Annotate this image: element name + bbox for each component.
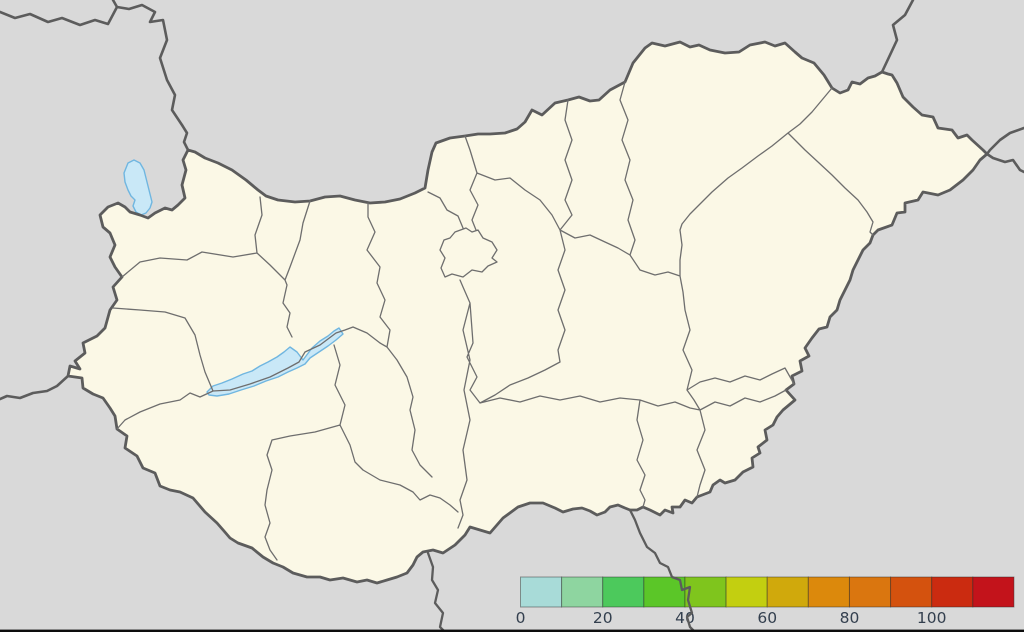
- legend-cell: [684, 576, 727, 608]
- legend-tick-label: 20: [593, 609, 613, 627]
- austria-slovakia-border: [111, 0, 190, 152]
- legend-tick-label: 80: [840, 609, 860, 627]
- county-borders: [112, 81, 874, 561]
- map-bottom-frame: [0, 629, 1024, 632]
- legend-cell: [643, 576, 686, 608]
- legend-cell: [972, 576, 1015, 608]
- legend-colorbar: [520, 576, 1015, 608]
- legend-tick-label: 0: [516, 609, 526, 627]
- legend-tick-label: 100: [917, 609, 947, 627]
- legend-cell: [602, 576, 645, 608]
- legend-cell: [561, 576, 604, 608]
- legend-cell: [848, 576, 892, 608]
- slovenia-croatia-border: [0, 374, 70, 401]
- legend-tick-label: 60: [757, 609, 777, 627]
- legend-cell: [931, 576, 974, 608]
- legend-cell: [890, 576, 933, 608]
- legend-cell: [766, 576, 809, 608]
- ukraine-romania-border: [985, 126, 1024, 174]
- drava-river: [426, 551, 447, 632]
- legend-cell: [807, 576, 850, 608]
- slovakia-ukraine-border: [880, 0, 915, 74]
- danube-serbia-border-river: [628, 508, 697, 632]
- legend-tick-labels: 0 20 40 60 80 100: [516, 609, 947, 627]
- lake-ferto: [123, 159, 153, 216]
- lake-balaton: [206, 327, 344, 397]
- legend-cell: [725, 576, 768, 608]
- legend-cell: [520, 576, 563, 608]
- czech-austria-border: [0, 5, 119, 27]
